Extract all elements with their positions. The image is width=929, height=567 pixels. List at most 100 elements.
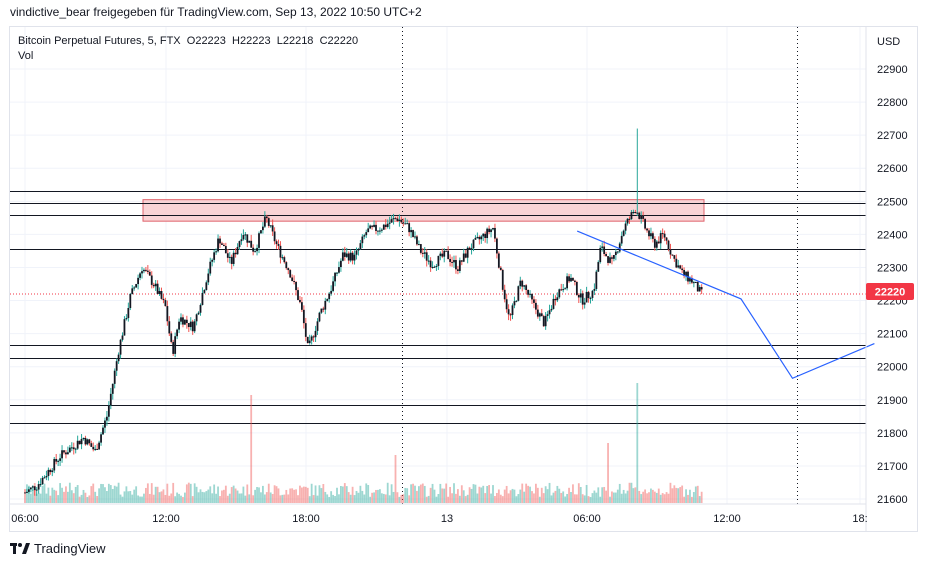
candle-body: [47, 469, 50, 476]
volume-bar: [324, 491, 327, 503]
candle-body: [538, 313, 541, 317]
volume-bar: [330, 491, 333, 503]
volume-bar: [96, 496, 99, 503]
volume-bars: [24, 383, 703, 503]
candle-body: [26, 491, 28, 493]
candle-body: [683, 270, 685, 276]
volume-bar: [603, 486, 606, 503]
candle-body: [519, 280, 522, 287]
volume-bar: [203, 492, 206, 503]
volume-bar: [86, 496, 89, 503]
candle-body: [187, 323, 190, 328]
volume-bar: [380, 493, 383, 503]
volume-bar: [47, 487, 50, 503]
volume-bar: [511, 488, 514, 503]
candle-body: [228, 256, 231, 258]
candle-body: [373, 224, 375, 227]
volume-bar: [577, 483, 580, 503]
volume-bar: [480, 487, 483, 503]
candle-body: [425, 252, 428, 261]
candle-body: [234, 252, 237, 255]
volume-bar: [347, 492, 350, 503]
volume-bar: [82, 489, 85, 503]
current-price-label: 22220: [875, 287, 906, 299]
volume-bar: [566, 493, 568, 503]
candle-body: [661, 233, 664, 235]
volume-bar: [400, 494, 403, 503]
volume-bar: [70, 490, 73, 503]
y-tick-label: 22400: [877, 229, 908, 241]
legend-symbol-row: Bitcoin Perpetual Futures, 5, FTX O22223…: [18, 34, 358, 49]
volume-bar: [492, 485, 494, 503]
candle-body: [100, 434, 102, 443]
volume-bar: [392, 491, 395, 503]
volume-bar: [667, 493, 670, 503]
volume-bar: [425, 496, 428, 503]
candle-body: [535, 302, 537, 310]
volume-bar: [166, 483, 169, 503]
candle-body: [246, 234, 249, 243]
volume-bar: [57, 495, 60, 503]
candle-body: [636, 212, 639, 214]
candle-body: [496, 238, 498, 254]
candle-body: [51, 470, 54, 473]
candle-body: [437, 255, 440, 266]
candle-body: [476, 236, 479, 238]
trendline: [576, 230, 875, 380]
volume-bar: [244, 495, 247, 503]
volume-bar: [464, 496, 467, 503]
volume-bar: [302, 486, 305, 503]
volume-bar: [137, 495, 139, 503]
volume-bar: [197, 492, 200, 503]
candle-body: [219, 238, 221, 244]
trendline-layer[interactable]: [576, 230, 875, 380]
volume-bar: [519, 489, 522, 503]
candle-body: [182, 317, 184, 325]
volume-bar: [390, 484, 393, 503]
candle-body: [511, 305, 514, 315]
candle-body: [546, 314, 549, 316]
candle-body: [254, 251, 256, 253]
resistance-zone-layer: [142, 199, 705, 222]
volume-bar: [593, 490, 596, 503]
y-tick-label: 21800: [877, 428, 908, 440]
volume-bar: [449, 486, 451, 503]
candle-body: [107, 405, 110, 417]
volume-bar: [201, 491, 204, 503]
volume-bar: [63, 491, 65, 503]
volume-bar: [172, 482, 175, 503]
candle-body: [455, 260, 457, 270]
volume-bar: [408, 495, 411, 503]
candle-body: [164, 300, 167, 307]
symbol-name[interactable]: Bitcoin Perpetual Futures, 5, FTX: [18, 35, 181, 47]
candle-body: [638, 212, 641, 219]
volume-bar: [691, 496, 693, 503]
candle-body: [677, 265, 680, 268]
volume-bar: [125, 486, 128, 503]
candle-body: [443, 250, 446, 257]
candle-body: [429, 260, 432, 268]
candle-body: [394, 218, 397, 220]
candle-body: [698, 287, 701, 292]
tradingview-footer[interactable]: TradingView: [10, 541, 106, 556]
candle-body: [478, 236, 481, 240]
volume-bar: [88, 495, 91, 503]
candle-body: [285, 262, 288, 269]
candle-body: [583, 302, 586, 305]
candle-body: [402, 222, 405, 224]
candle-body: [111, 383, 114, 394]
volume-bar: [490, 493, 492, 503]
candle-body: [648, 230, 650, 237]
volume-bar: [304, 486, 307, 503]
volume-bar: [474, 484, 477, 503]
volume-bar: [363, 494, 366, 503]
volume-bar: [318, 485, 321, 503]
candle-body: [70, 447, 73, 449]
volume-bar: [238, 493, 241, 503]
candle-body: [630, 212, 633, 220]
candle-body: [156, 283, 159, 294]
volume-bar: [634, 487, 637, 503]
volume-bar: [523, 491, 526, 503]
candle-body: [449, 258, 451, 262]
